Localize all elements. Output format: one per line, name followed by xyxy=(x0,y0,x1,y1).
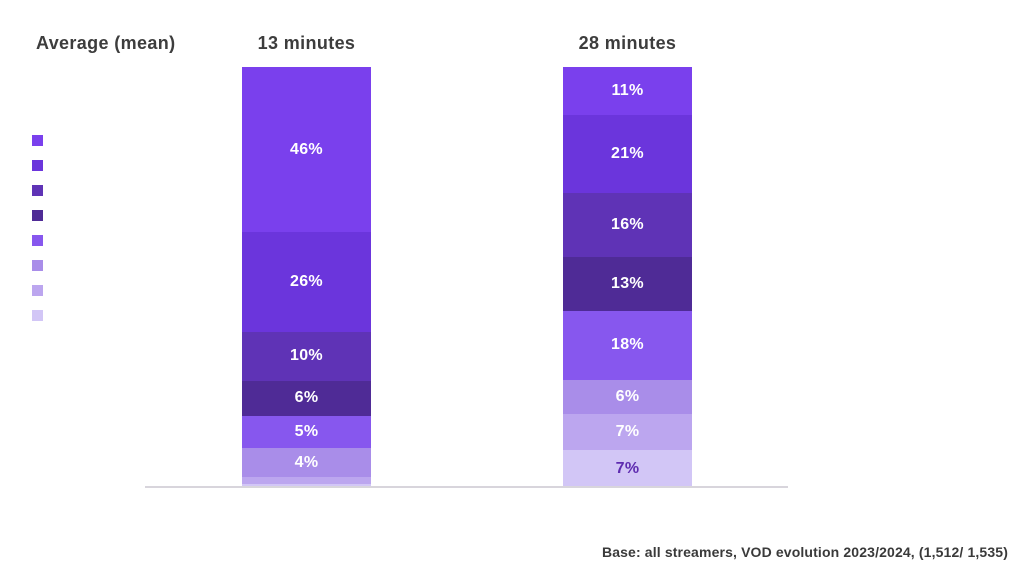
average-mean-label: Average (mean) xyxy=(36,33,176,53)
bar-segment: 21% xyxy=(563,115,692,194)
bar-segment-label: 11% xyxy=(611,82,644,100)
bar-segment: 7% xyxy=(563,413,692,451)
bar-segment: 7% xyxy=(563,450,692,487)
legend-swatch xyxy=(32,285,43,296)
bar-segment-label: 6% xyxy=(615,387,640,405)
bar-segment-label: 6% xyxy=(294,389,319,407)
axis-baseline xyxy=(145,486,788,488)
legend xyxy=(32,135,43,321)
bar-segment: 46% xyxy=(242,67,371,233)
bar-segment-label: 21% xyxy=(611,145,644,163)
bar-segment: 13% xyxy=(563,256,692,311)
legend-swatch xyxy=(32,310,43,321)
bar-segment-label: 7% xyxy=(615,423,640,441)
bar-segment-label: 46% xyxy=(290,140,323,158)
bar-segment-label: 4% xyxy=(294,453,319,471)
bar-segment xyxy=(242,477,371,484)
stacked-bar-28-minutes: 11% 21% 16% 13% 18% 6% 7% 7% xyxy=(563,67,692,487)
legend-swatch xyxy=(32,235,43,246)
bar-segment-label: 5% xyxy=(294,423,319,441)
bar-segment: 5% xyxy=(242,416,371,449)
legend-swatch xyxy=(32,185,43,196)
column-header-13-minutes: 13 minutes xyxy=(257,33,356,53)
bar-segment: 6% xyxy=(563,380,692,414)
bar-segment-label: 13% xyxy=(611,274,644,292)
legend-swatch xyxy=(32,160,43,171)
bar-segment-label: 18% xyxy=(611,336,644,354)
stacked-bar-13-minutes: 46% 26% 10% 6% 5% 4% xyxy=(242,67,371,487)
bar-segment: 4% xyxy=(242,448,371,478)
legend-swatch xyxy=(32,135,43,146)
bar-segment xyxy=(242,483,371,487)
bar-segment: 18% xyxy=(563,310,692,380)
column-header-28-minutes: 28 minutes xyxy=(578,33,677,53)
bar-segment-label: 26% xyxy=(290,273,323,291)
bar-segment: 16% xyxy=(563,193,692,257)
bar-segment: 11% xyxy=(563,67,692,116)
bar-segment-label: 10% xyxy=(290,347,323,365)
bar-segment-label: 16% xyxy=(611,215,644,233)
bar-segment-label: 7% xyxy=(615,459,640,477)
base-note: Base: all streamers, VOD evolution 2023/… xyxy=(601,544,1008,560)
bar-segment: 6% xyxy=(242,380,371,417)
bar-segment: 10% xyxy=(242,332,371,381)
legend-swatch xyxy=(32,260,43,271)
bar-segment: 26% xyxy=(242,232,371,333)
legend-swatch xyxy=(32,210,43,221)
